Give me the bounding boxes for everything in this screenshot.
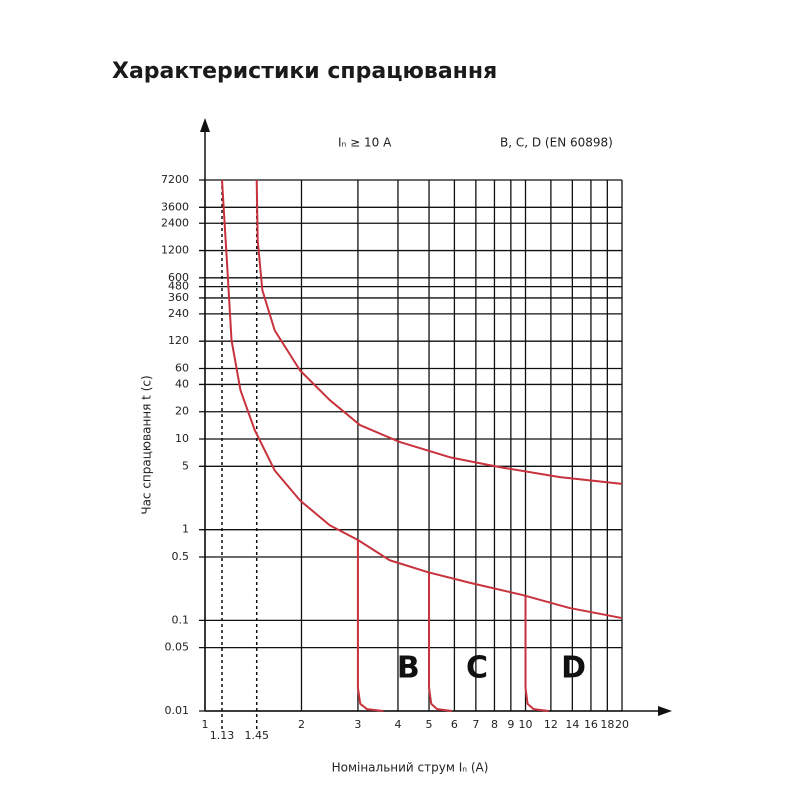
y-tick-label: 0.1 [172,613,190,626]
y-axis-arrow [200,118,210,132]
y-tick-label: 600 [168,271,189,284]
y-tick-label: 60 [175,361,189,374]
y-tick-label: 5 [182,459,189,472]
y-tick-label: 10 [175,432,189,445]
y-tick-label: 3600 [161,200,189,213]
x-tick-label: 10 [519,718,533,731]
chart-title: Характеристики спрацювання [112,59,497,84]
annotation: Iₙ ≥ 10 A [338,136,392,150]
curve-label: B [397,651,420,686]
x-tick-label: 4 [394,718,401,731]
curve [255,179,623,485]
y-tick-label: 480 [168,280,189,293]
curve-label: D [561,651,586,686]
y-tick-label: 360 [168,291,189,304]
y-tick-label: 1 [182,523,189,536]
x-tick-label: 9 [507,718,514,731]
x-tick-label: 16 [584,718,598,731]
x-axis-arrow [658,706,672,716]
x-tick-label: 7 [472,718,479,731]
y-tick-label: 7200 [161,173,189,186]
x-tick-label: 12 [544,718,558,731]
y-tick-label: 120 [168,334,189,347]
curve-label: C [466,651,488,686]
y-tick-label: 1200 [161,244,189,257]
annotation: B, C, D (EN 60898) [500,136,613,150]
x-tick-label: 5 [426,718,433,731]
y-tick-label: 0.05 [165,641,190,654]
x-tick-label: 14 [565,718,579,731]
x-tick-label: 1.13 [210,729,235,742]
x-tick-label: 1.45 [244,729,269,742]
y-tick-label: 2400 [161,216,189,229]
x-tick-label: 3 [354,718,361,731]
y-tick-label: 20 [175,405,189,418]
curve [524,595,549,712]
x-tick-label: 18 [600,718,614,731]
x-tick-label: 20 [615,718,629,731]
y-axis-label: Час спрацювання t (с) [140,375,154,514]
curve [221,179,623,620]
y-tick-label: 40 [175,377,189,390]
curve [428,572,453,712]
y-tick-label: 240 [168,307,189,320]
x-tick-label: 1 [202,718,209,731]
y-tick-label: 0.5 [172,550,190,563]
x-axis-label: Номінальний струм Iₙ (А) [332,761,489,775]
x-tick-label: 8 [491,718,498,731]
x-tick-label: 2 [298,718,305,731]
x-tick-label: 6 [451,718,458,731]
y-tick-label: 0.01 [165,704,190,717]
curve [356,539,384,712]
